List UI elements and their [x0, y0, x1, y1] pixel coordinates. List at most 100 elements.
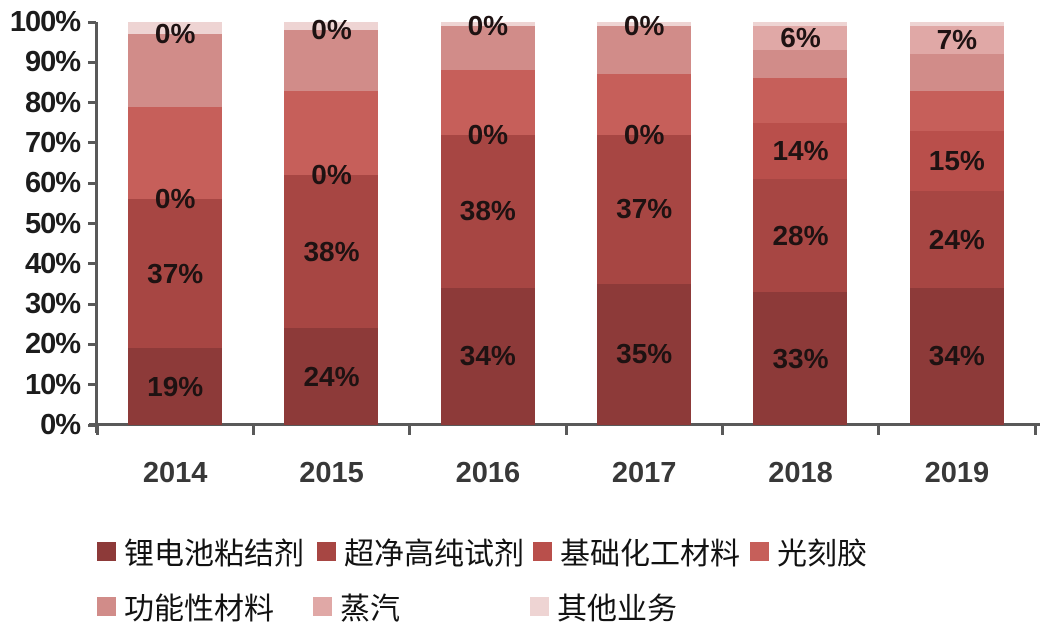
segment-2018-s5: [753, 26, 848, 51]
data-label-2018-s2: 14%: [772, 134, 829, 166]
x-label-2019: 2019: [924, 457, 990, 489]
bar-2014: [128, 22, 223, 425]
x-axis-tick: [1033, 426, 1037, 435]
data-label-2019-s0: 34%: [928, 340, 985, 372]
legend-label: 超净高纯试剂: [344, 538, 524, 571]
segment-2016-s6: [440, 22, 535, 27]
segment-2016-s3: [440, 70, 535, 135]
legend-item-6: 蒸汽: [313, 589, 400, 626]
x-axis-tick: [251, 426, 255, 435]
segment-2019-s1: [909, 191, 1004, 288]
legend-label: 光刻胶: [777, 538, 867, 571]
legend-item-3: 基础化工材料: [533, 534, 740, 571]
legend-swatch-icon: [750, 541, 769, 561]
segment-2018-s6: [753, 22, 848, 27]
bar-slot-2014: 19% 37% 0% 0%: [97, 18, 253, 425]
data-label-2017-s1: 37%: [616, 193, 673, 225]
data-label-2019-s5: 7%: [936, 24, 978, 56]
data-label-2014-s5: 0%: [154, 18, 196, 50]
y-axis-tick: [88, 20, 96, 24]
segment-2015-s4: [284, 30, 379, 91]
legend-item-2: 超净高纯试剂: [317, 534, 524, 571]
y-axis-tick: [88, 181, 96, 185]
segment-2014-s4: [128, 34, 223, 107]
y-tick-label: 80%: [24, 86, 81, 119]
data-label-2017-s0: 35%: [616, 338, 673, 370]
bar-2018: [753, 22, 848, 425]
bar-slot-2017: 35% 37% 0% 0%: [566, 12, 722, 425]
segment-2014-s0: [128, 348, 223, 425]
legend-swatch-icon: [97, 596, 116, 616]
legend-label: 功能性材料: [124, 593, 274, 626]
x-axis-tick: [877, 426, 881, 435]
x-axis-line: [89, 423, 1040, 426]
segment-2014-s1: [128, 199, 223, 349]
segment-2019-s3: [909, 90, 1004, 131]
bar-2017: [597, 22, 692, 425]
segment-2015-s6: [284, 22, 379, 31]
segment-2018-s3: [753, 78, 848, 123]
segment-2019-s5: [909, 26, 1004, 55]
y-tick-label: 30%: [24, 288, 81, 321]
y-axis-line: [95, 22, 98, 433]
legend-label: 其他业务: [557, 593, 677, 626]
data-label-2014-s0: 19%: [147, 370, 204, 402]
legend-item-1: 锂电池粘结剂: [97, 534, 304, 571]
legend-item-4: 光刻胶: [750, 534, 867, 571]
data-label-2014-s2: 0%: [154, 183, 196, 215]
segment-2014-s6: [128, 22, 223, 35]
y-axis-tick: [88, 302, 96, 306]
segment-2019-s4: [909, 54, 1004, 91]
segment-2017-s4: [597, 26, 692, 75]
data-label-2015-s2: 0%: [311, 159, 352, 191]
bar-2019: [909, 22, 1004, 425]
segment-2015-s3: [284, 90, 379, 176]
data-label-2016-s5: 0%: [467, 10, 509, 42]
plot-area: 19% 37% 0% 0% 24% 38% 0% 0% 34% 38% 0% 0% 35% 37% 0% 0%…: [97, 12, 1035, 425]
segment-2015-s0: [284, 328, 379, 425]
y-tick-label: 90%: [24, 46, 81, 79]
legend-swatch-icon: [533, 541, 552, 561]
y-tick-label: 50%: [24, 207, 81, 240]
x-axis-tick: [564, 426, 568, 435]
y-tick-label: 60%: [24, 167, 81, 200]
segment-2016-s0: [440, 287, 535, 425]
segment-2018-s0: [753, 292, 848, 425]
y-axis-tick: [88, 101, 96, 105]
data-label-2016-s1: 38%: [459, 195, 516, 227]
segment-2019-s2: [909, 130, 1004, 192]
y-axis-tick: [88, 342, 96, 346]
y-tick-label: 20%: [24, 328, 81, 361]
y-axis-tick: [88, 383, 96, 387]
segment-2014-s3: [128, 106, 223, 200]
x-axis-tick: [408, 426, 412, 435]
legend-label: 锂电池粘结剂: [124, 538, 304, 571]
segment-2018-s1: [753, 179, 848, 293]
segment-2017-s1: [597, 134, 692, 284]
y-tick-label: 0%: [40, 409, 81, 441]
legend-swatch-icon: [97, 541, 116, 561]
segment-2018-s2: [753, 122, 848, 180]
y-tick-label: 40%: [24, 247, 81, 280]
data-label-2016-s2: 0%: [467, 118, 509, 150]
legend-swatch-icon: [313, 596, 332, 616]
y-axis-tick: [88, 141, 96, 145]
legend-item-7: 其他业务: [530, 589, 677, 626]
segment-2017-s3: [597, 74, 692, 135]
segment-2016-s4: [440, 26, 535, 71]
legend-label: 蒸汽: [340, 593, 400, 626]
data-label-2014-s1: 37%: [147, 257, 204, 289]
y-tick-label: 100%: [9, 6, 81, 38]
data-label-2015-s0: 24%: [303, 360, 360, 392]
y-axis-tick: [88, 60, 96, 64]
x-label-2016: 2016: [455, 457, 521, 489]
x-label-2014: 2014: [142, 457, 208, 489]
bar-slot-2016: 34% 38% 0% 0%: [410, 12, 566, 425]
y-axis-tick: [88, 222, 96, 225]
data-label-2016-s0: 34%: [459, 340, 516, 372]
segment-2017-s6: [597, 22, 692, 27]
data-label-2018-s1: 28%: [772, 219, 829, 251]
x-label-2017: 2017: [611, 457, 677, 489]
legend-item-5: 功能性材料: [97, 589, 274, 626]
